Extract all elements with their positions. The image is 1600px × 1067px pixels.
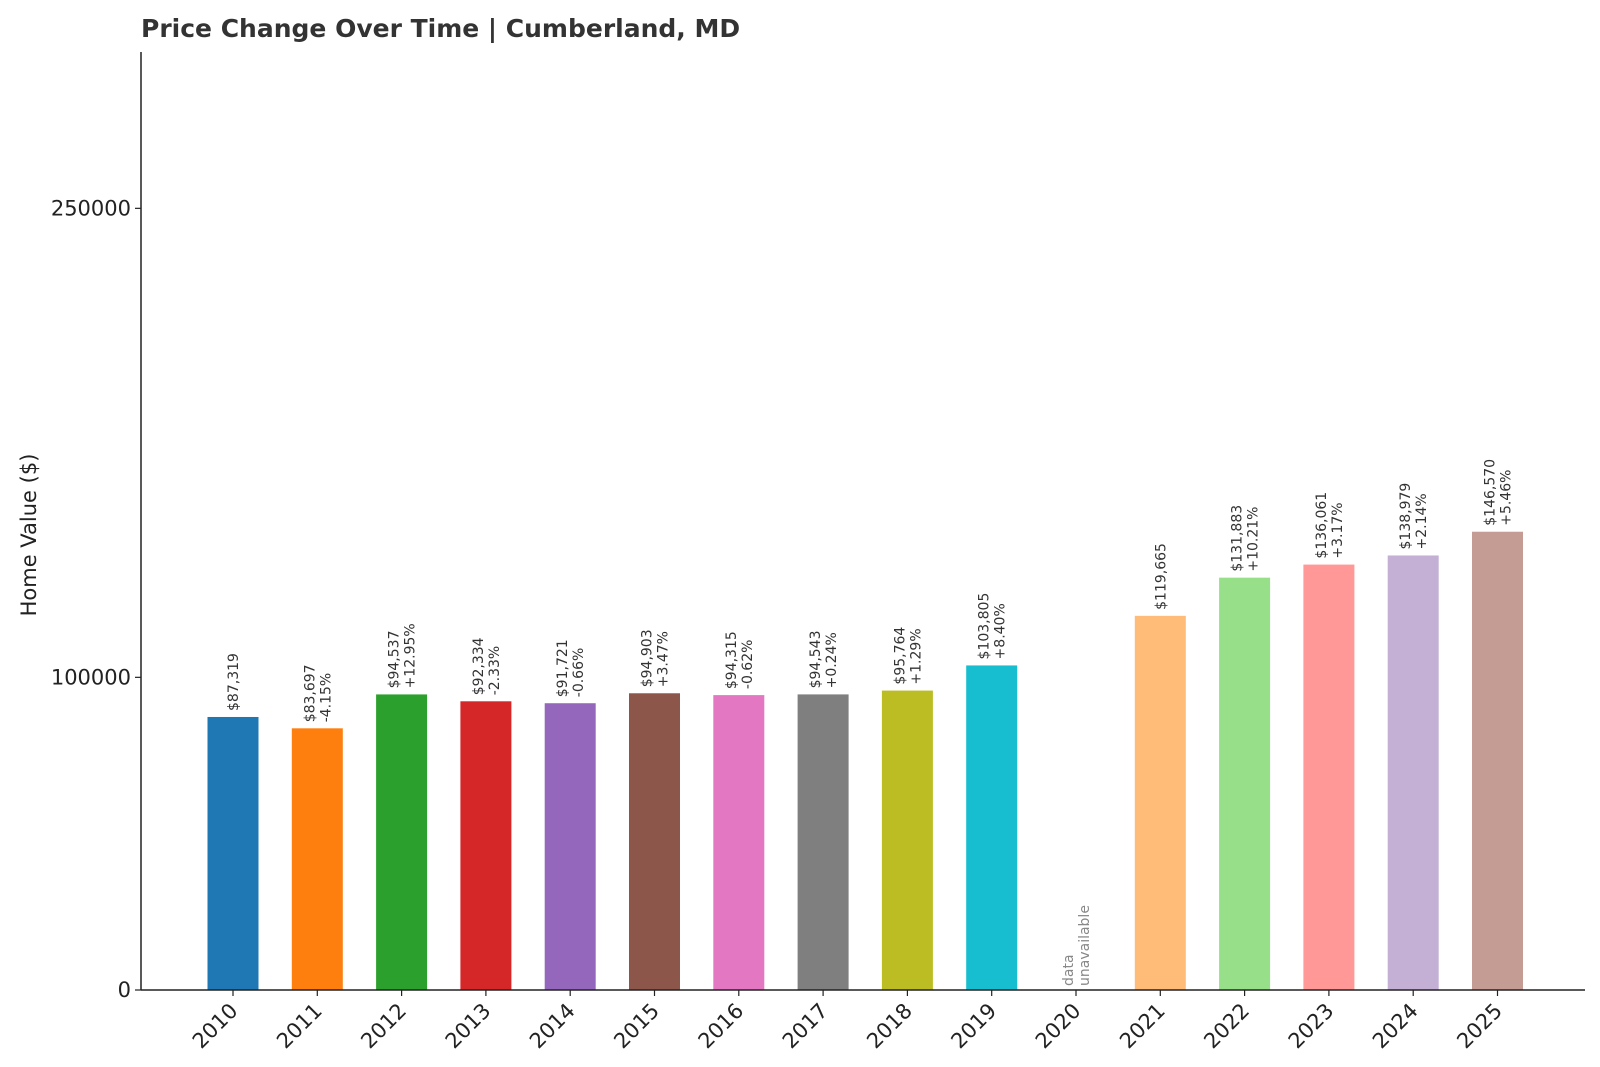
x-tick-label-2012: 2012 xyxy=(356,999,411,1054)
change-label-2013: -2.33% xyxy=(487,646,503,696)
x-tick-label-2018: 2018 xyxy=(862,999,917,1054)
x-tick-label-2010: 2010 xyxy=(188,999,243,1054)
bar-2010 xyxy=(207,716,259,990)
bar-2013 xyxy=(460,701,512,990)
bar-2012 xyxy=(376,694,428,990)
value-label-2022: $131,883 xyxy=(1230,505,1246,572)
bar-2023 xyxy=(1303,564,1355,990)
value-label-2012: $94,537 xyxy=(387,631,403,689)
value-label-2010: $87,319 xyxy=(226,653,242,711)
change-label-2019: +8.40% xyxy=(993,603,1009,659)
bar-labels-group: $87,319 $83,697 -4.15% $94,537 +12.95% $92,33… xyxy=(226,459,1515,986)
missing-data-label: unavailable xyxy=(1077,905,1093,986)
change-label-2023: +3.17% xyxy=(1330,502,1346,558)
x-tick-label-2011: 2011 xyxy=(272,999,327,1054)
value-label-2024: $138,979 xyxy=(1398,483,1414,550)
change-label-2024: +2.14% xyxy=(1414,493,1430,549)
value-label-2015: $94,903 xyxy=(640,629,656,687)
x-tick-label-2020: 2020 xyxy=(1031,999,1086,1054)
y-tick-label-0: 0 xyxy=(118,978,131,1002)
change-label-2016: -0.62% xyxy=(740,640,756,690)
change-label-2018: +1.29% xyxy=(908,628,924,684)
bar-2016 xyxy=(713,695,765,990)
bar-2011 xyxy=(291,728,343,990)
value-label-2017: $94,543 xyxy=(808,630,824,688)
missing-data-label: data xyxy=(1061,954,1077,986)
value-label-2023: $136,061 xyxy=(1314,492,1330,559)
value-label-2016: $94,315 xyxy=(724,631,740,689)
x-tick-label-2016: 2016 xyxy=(694,999,749,1054)
change-label-2025: +5.46% xyxy=(1499,470,1515,526)
change-label-2011: -4.15% xyxy=(318,673,334,723)
bar-2021 xyxy=(1134,615,1186,990)
value-label-2025: $146,570 xyxy=(1483,459,1499,526)
value-label-2018: $95,764 xyxy=(892,627,908,685)
x-tick-label-2025: 2025 xyxy=(1452,999,1507,1054)
bar-2014 xyxy=(544,703,596,990)
bar-2024 xyxy=(1387,555,1439,990)
bars-group xyxy=(207,531,1523,990)
bar-2022 xyxy=(1219,577,1271,990)
bar-2019 xyxy=(966,665,1018,990)
x-tick-label-2013: 2013 xyxy=(441,999,496,1054)
x-tick-label-2015: 2015 xyxy=(609,999,664,1054)
x-tick-label-2014: 2014 xyxy=(525,999,580,1054)
value-label-2013: $92,334 xyxy=(471,637,487,695)
value-label-2011: $83,697 xyxy=(302,664,318,722)
bar-2015 xyxy=(629,693,680,990)
bar-2025 xyxy=(1472,531,1523,990)
x-tick-label-2023: 2023 xyxy=(1284,999,1339,1054)
y-tick-label-100000: 100000 xyxy=(51,665,131,689)
bar-2018 xyxy=(881,690,933,990)
change-label-2014: -0.66% xyxy=(571,648,587,698)
change-label-2017: +0.24% xyxy=(824,632,840,688)
x-tick-label-2024: 2024 xyxy=(1368,999,1423,1054)
y-tick-label-250000: 250000 xyxy=(51,196,131,220)
value-label-2014: $91,721 xyxy=(555,639,571,697)
value-label-2019: $103,805 xyxy=(977,593,993,660)
x-tick-label-2022: 2022 xyxy=(1199,999,1254,1054)
chart-title: Price Change Over Time | Cumberland, MD xyxy=(141,14,741,43)
value-label-2021: $119,665 xyxy=(1153,543,1169,610)
change-label-2015: +3.47% xyxy=(656,631,672,687)
x-tick-label-2021: 2021 xyxy=(1115,999,1170,1054)
change-label-2012: +12.95% xyxy=(403,623,419,688)
x-tick-label-2019: 2019 xyxy=(946,999,1001,1054)
x-tick-label-2017: 2017 xyxy=(778,999,833,1054)
change-label-2022: +10.21% xyxy=(1246,507,1262,572)
axes-group: 2010 2011 2012 2013 2014 2015 2016 2017 2018 2019… xyxy=(17,52,1585,1053)
bar-2017 xyxy=(797,694,849,990)
y-axis-title: Home Value ($) xyxy=(17,454,41,617)
